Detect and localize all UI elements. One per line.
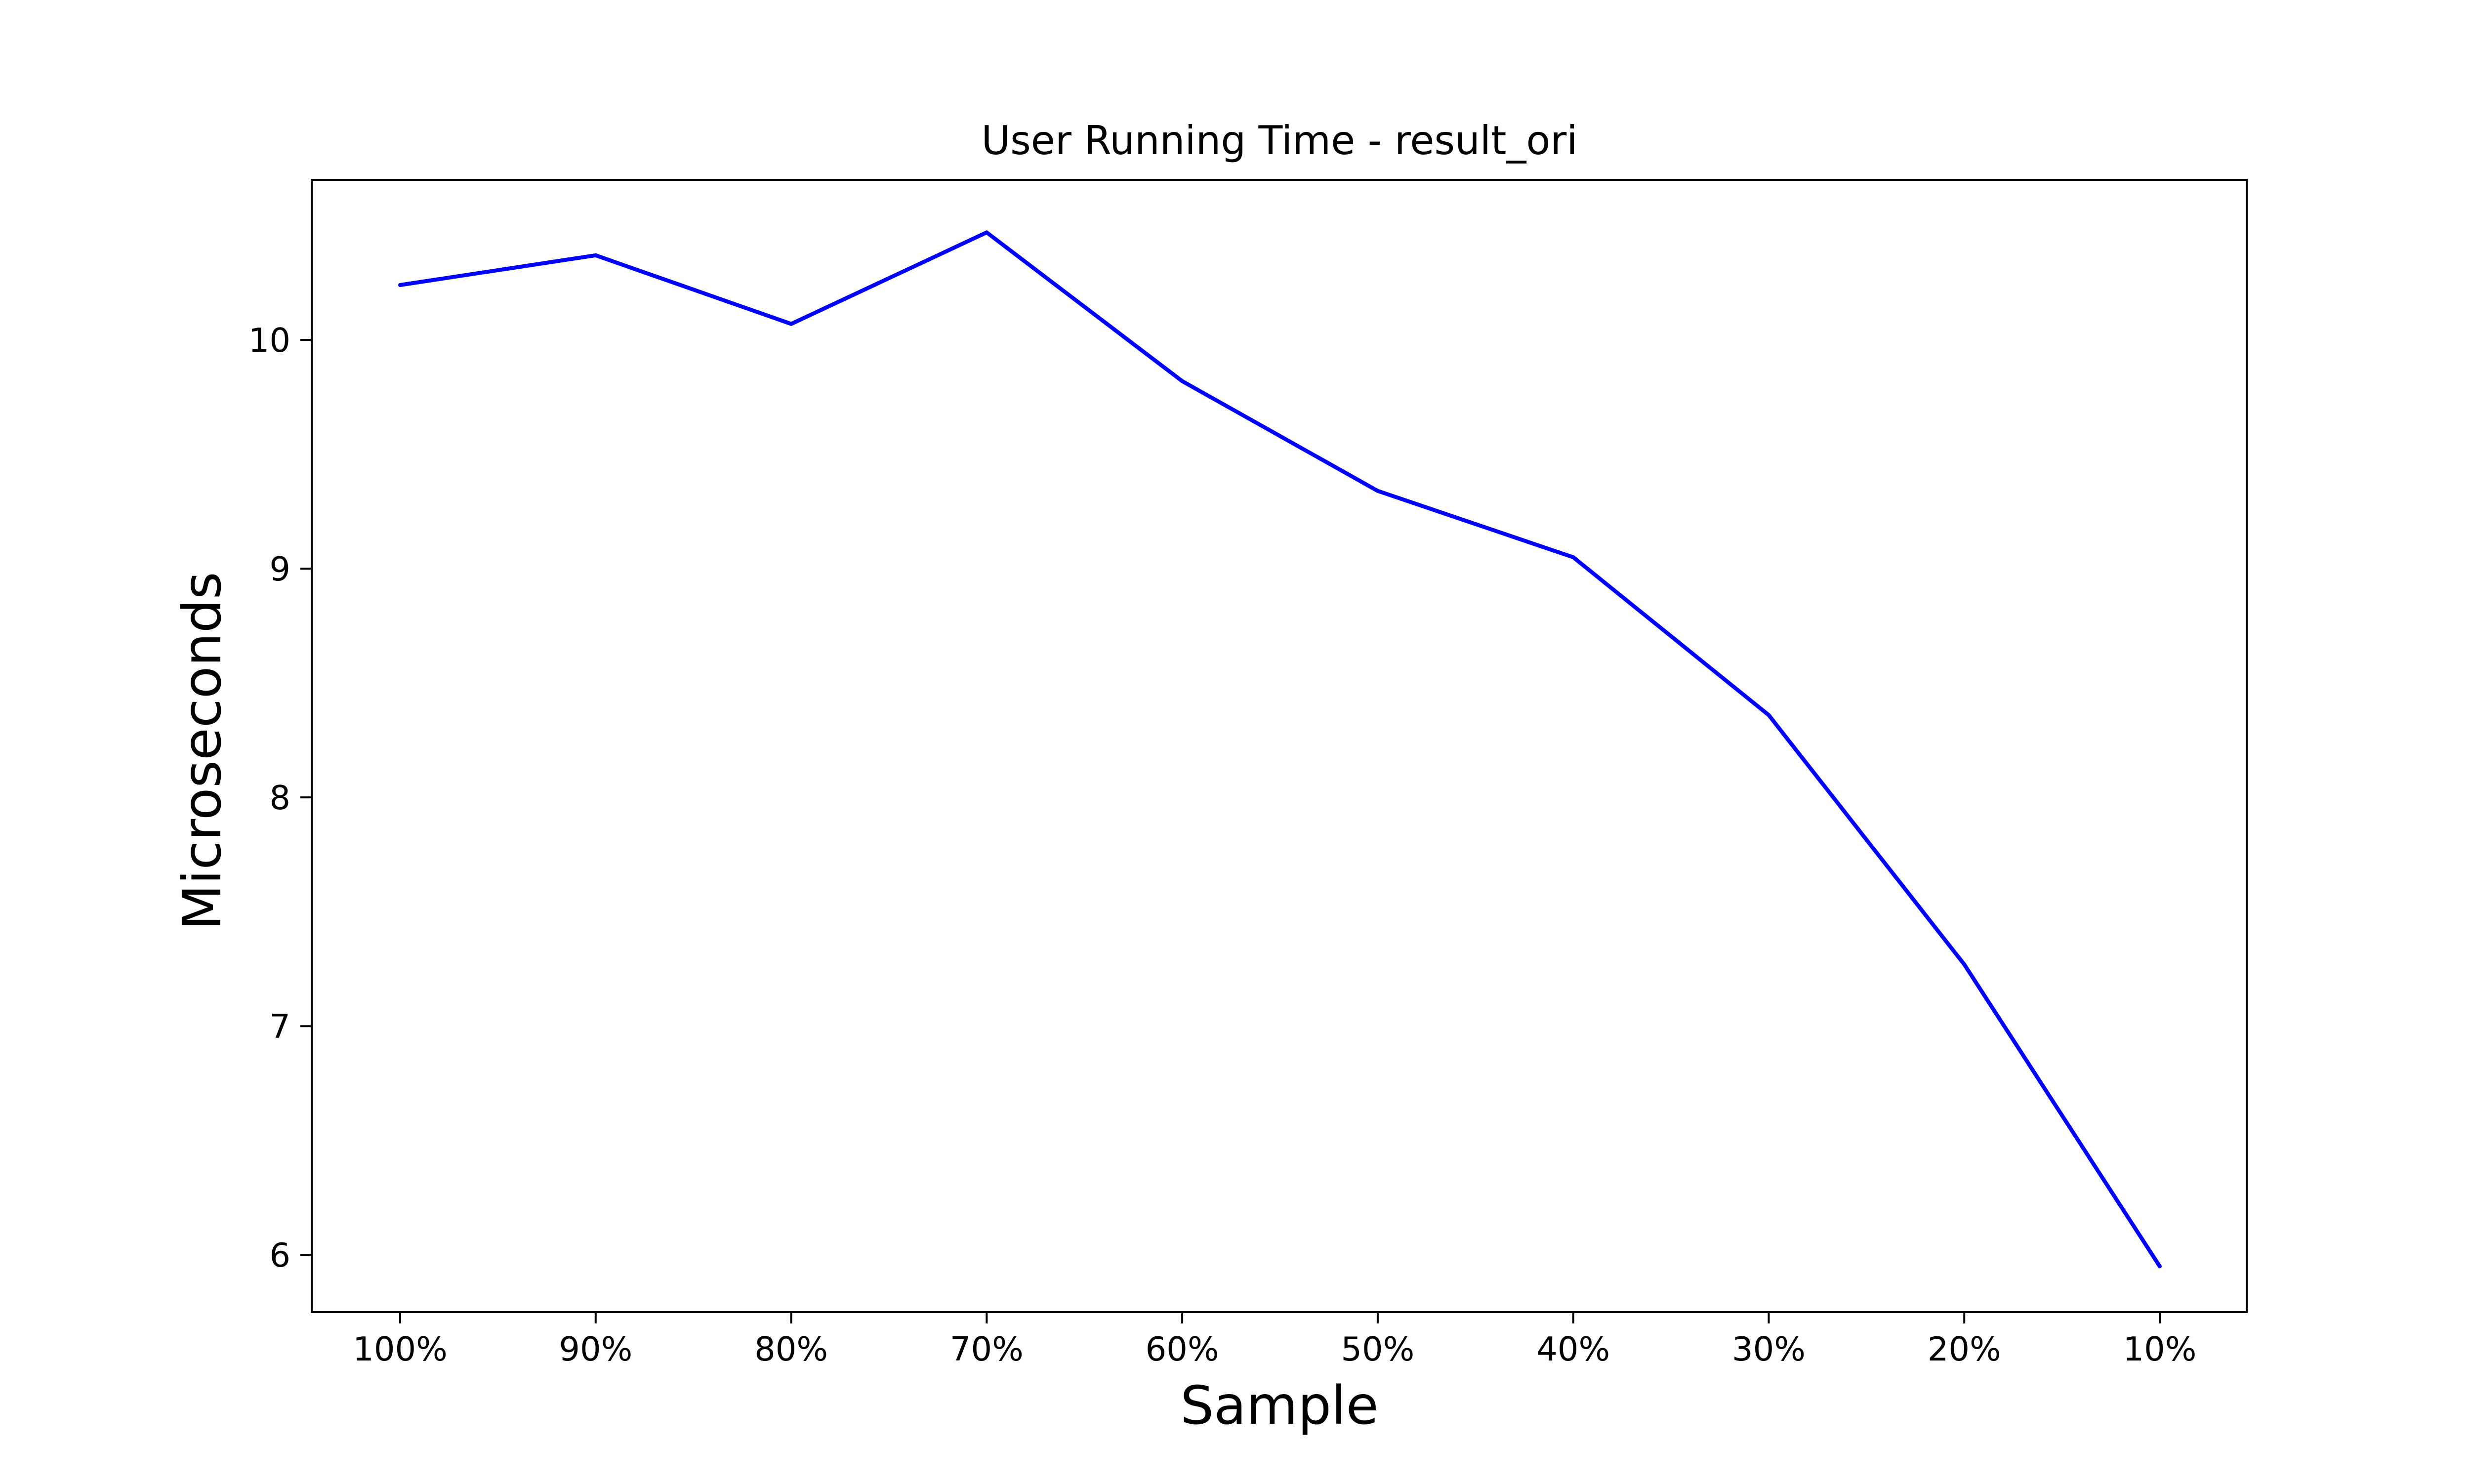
data-point (789, 322, 793, 326)
x-tick-label: 60% (1146, 1330, 1219, 1368)
y-tick-label: 10 (248, 321, 290, 360)
data-point (1962, 962, 1967, 967)
x-tick-label: 80% (754, 1330, 828, 1368)
x-tick-label: 100% (353, 1330, 448, 1368)
data-point (1767, 713, 1771, 717)
data-point (1180, 379, 1185, 383)
y-tick-label: 6 (269, 1236, 290, 1275)
y-tick-label: 7 (269, 1007, 290, 1046)
x-tick-label: 70% (950, 1330, 1024, 1368)
chart-title: User Running Time - result_ori (982, 118, 1578, 164)
series-layer (398, 230, 2162, 1269)
y-tick-label: 9 (269, 550, 290, 588)
data-point (1375, 489, 1380, 493)
y-tick-label: 8 (269, 779, 290, 817)
x-axis-label: Sample (1180, 1375, 1378, 1437)
series-line (400, 230, 2162, 1268)
x-tick-label: 20% (1928, 1330, 2001, 1368)
plot-area-frame (311, 179, 2248, 1313)
data-point (985, 230, 989, 235)
x-axis-ticks: 100% 90% 80% 70% 60% 50% 40% 30% 20% 10% (353, 1312, 2196, 1368)
data-point (2158, 1264, 2162, 1269)
x-tick-label: 50% (1341, 1330, 1414, 1368)
x-tick-label: 90% (559, 1330, 632, 1368)
x-tick-label: 30% (1732, 1330, 1806, 1368)
data-point (593, 253, 598, 257)
x-tick-label: 10% (2123, 1330, 2197, 1368)
y-axis-ticks: 6 7 8 9 10 (248, 321, 312, 1275)
data-point (398, 283, 402, 287)
y-axis-label: Microseconds (172, 572, 233, 930)
x-tick-label: 40% (1536, 1330, 1610, 1368)
data-point (1571, 555, 1575, 559)
